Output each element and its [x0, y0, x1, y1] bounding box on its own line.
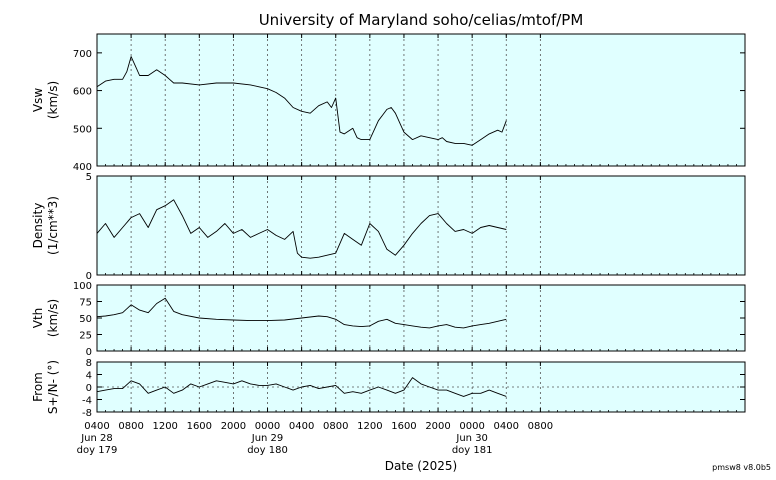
y-axis-label: Vsw	[31, 88, 45, 112]
panel-flow-angle: -8-4 04 8 From S+/N- (°)	[31, 358, 746, 419]
panel-vth: 0 25 50 75 100 Vth (km/s)	[31, 281, 746, 358]
y-tick-label: 700	[73, 49, 92, 60]
y-tick-label: 600	[73, 87, 92, 98]
y-tick-label: 75	[79, 298, 92, 309]
x-tick-label: 1200	[152, 421, 177, 432]
x-tick-label: 0800	[528, 421, 553, 432]
y-axis-label: (1/cm**3)	[46, 196, 60, 255]
x-tick-label: Jun 29	[251, 433, 284, 444]
x-tick-label: Jun 28	[80, 433, 113, 444]
y-tick-label: 0	[86, 383, 92, 394]
series-line-density	[96, 199, 507, 259]
version-label: pmsw8 v8.0b5	[712, 463, 771, 472]
x-tick-label: 0800	[323, 421, 348, 432]
y-axis-label: S+/N- (°)	[46, 360, 60, 414]
y-axis-label: Density	[31, 203, 45, 249]
panel-background	[97, 34, 745, 166]
chart-title: University of Maryland soho/celias/mtof/…	[259, 11, 584, 29]
y-tick-label: 5	[86, 172, 92, 183]
x-tick-label: Jun 30	[455, 433, 488, 444]
series-line-flow-angle	[96, 377, 507, 397]
x-axis-label: Date (2025)	[385, 459, 457, 473]
x-tick-label: 1600	[391, 421, 416, 432]
x-tick-label: 0400	[289, 421, 314, 432]
y-tick-label: 25	[79, 331, 92, 342]
y-tick-label: -8	[82, 408, 92, 419]
x-tick-label: 0800	[118, 421, 143, 432]
y-tick-label: 0	[86, 347, 92, 358]
panel-vsw: 400 500 600 700 Vsw (km/s)	[31, 33, 746, 173]
y-tick-label: -4	[82, 396, 92, 407]
x-tick-label: 0400	[494, 421, 519, 432]
y-tick-label: 500	[73, 124, 92, 135]
x-tick-label: 2000	[221, 421, 246, 432]
panel-frame	[96, 175, 746, 276]
x-tick-label: 0000	[255, 421, 280, 432]
panel-frame	[96, 361, 746, 413]
y-axis-label: (km/s)	[46, 299, 60, 337]
x-tick-label: 1600	[187, 421, 212, 432]
panel-frame	[96, 33, 746, 167]
x-tick-label: 0000	[459, 421, 484, 432]
y-tick-label: 0	[86, 271, 92, 282]
x-tick-label: doy 179	[77, 445, 118, 456]
x-tick-label: doy 180	[247, 445, 288, 456]
y-tick-label: 50	[79, 314, 92, 325]
y-tick-label: 400	[73, 162, 92, 173]
y-axis-label: Vth	[31, 308, 45, 329]
x-tick-label: 0400	[84, 421, 109, 432]
x-tick-label: doy 181	[452, 445, 493, 456]
panel-background	[97, 176, 745, 275]
x-tick-label: 1200	[357, 421, 382, 432]
panel-density: 0 5 Density (1/cm**3)	[31, 172, 746, 282]
panel-background	[97, 285, 745, 351]
series-line-vth	[96, 297, 507, 329]
series-line-vsw	[96, 56, 507, 146]
y-tick-label: 4	[86, 371, 92, 382]
x-tick-label: 2000	[425, 421, 450, 432]
panel-frame	[96, 284, 746, 352]
y-axis-label: (km/s)	[46, 81, 60, 119]
y-tick-label: 8	[86, 358, 92, 369]
y-axis-label: From	[31, 372, 45, 402]
y-tick-label: 100	[73, 281, 92, 292]
